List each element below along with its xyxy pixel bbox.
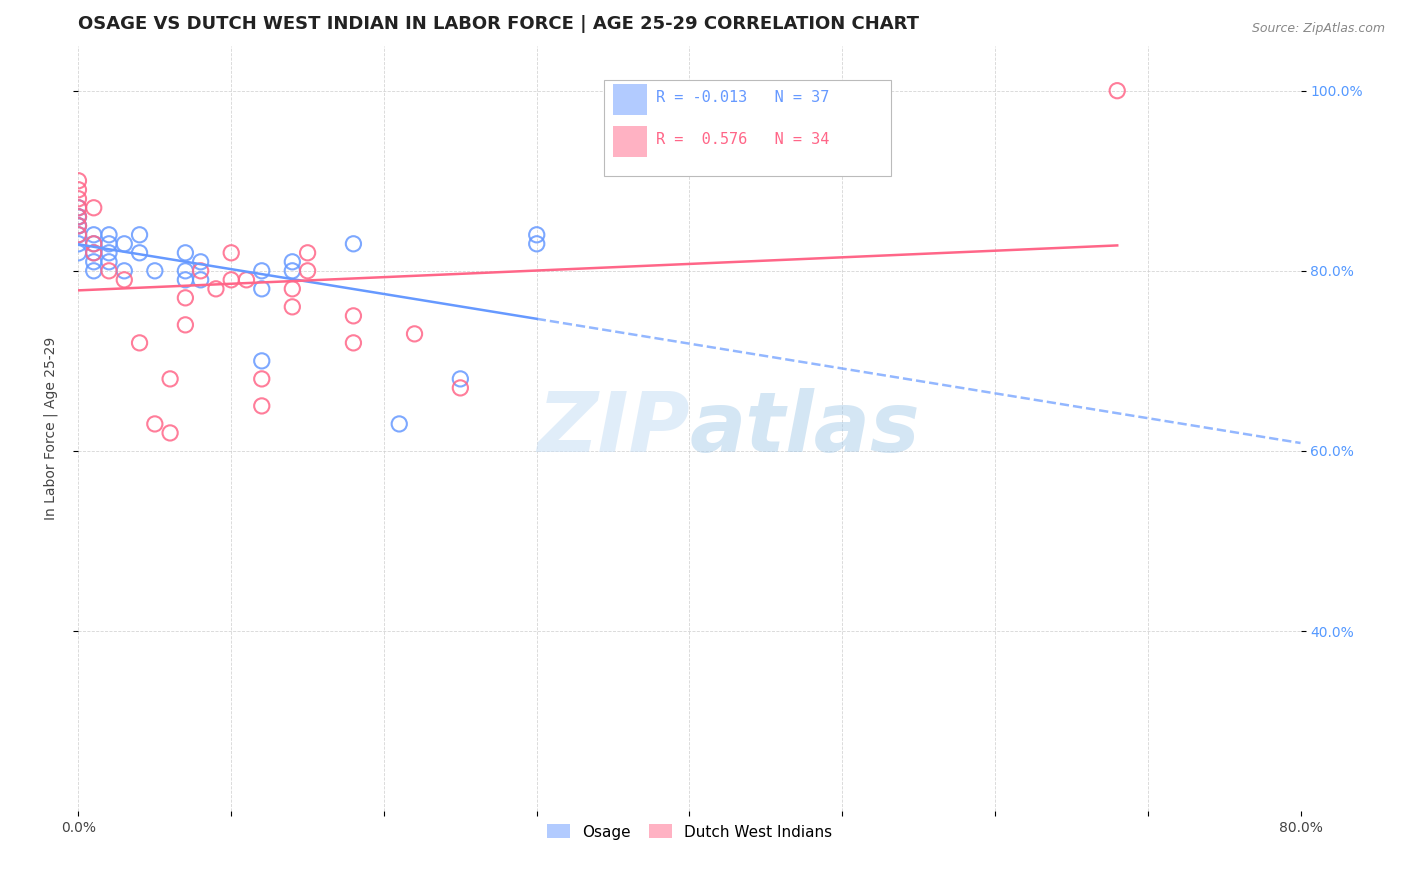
Point xyxy=(174,273,197,287)
Point xyxy=(112,273,135,287)
Point xyxy=(250,399,273,413)
Point xyxy=(281,255,304,269)
Point xyxy=(128,245,150,260)
Text: ZIP: ZIP xyxy=(537,388,689,469)
Point xyxy=(190,264,212,278)
Point xyxy=(342,335,364,350)
Point xyxy=(98,255,121,269)
Point xyxy=(342,309,364,323)
Point xyxy=(404,326,426,341)
Point xyxy=(1107,84,1129,98)
Point xyxy=(250,354,273,368)
Point xyxy=(83,236,105,251)
Point xyxy=(67,210,90,224)
Point xyxy=(159,425,181,440)
Point xyxy=(112,236,135,251)
Point xyxy=(143,264,166,278)
Point xyxy=(281,300,304,314)
Point xyxy=(67,192,90,206)
Point xyxy=(342,236,364,251)
Text: R =  0.576   N = 34: R = 0.576 N = 34 xyxy=(657,132,830,147)
Point xyxy=(98,227,121,242)
Point xyxy=(67,210,90,224)
FancyBboxPatch shape xyxy=(613,84,647,114)
Point xyxy=(83,236,105,251)
Point xyxy=(281,264,304,278)
Point xyxy=(190,255,212,269)
Legend: Osage, Dutch West Indians: Osage, Dutch West Indians xyxy=(541,818,838,846)
Point xyxy=(174,264,197,278)
Point xyxy=(67,183,90,197)
Point xyxy=(526,236,548,251)
Point xyxy=(67,236,90,251)
Point xyxy=(128,335,150,350)
Point xyxy=(219,273,242,287)
Point xyxy=(449,381,471,395)
Point xyxy=(83,201,105,215)
FancyBboxPatch shape xyxy=(613,126,647,157)
Point xyxy=(83,227,105,242)
Point xyxy=(67,245,90,260)
Point xyxy=(128,227,150,242)
Point xyxy=(67,210,90,224)
Point xyxy=(67,227,90,242)
Point xyxy=(297,245,319,260)
FancyBboxPatch shape xyxy=(605,80,891,176)
Point xyxy=(67,219,90,233)
Point xyxy=(83,255,105,269)
Text: Source: ZipAtlas.com: Source: ZipAtlas.com xyxy=(1251,22,1385,36)
Point xyxy=(83,264,105,278)
Y-axis label: In Labor Force | Age 25-29: In Labor Force | Age 25-29 xyxy=(44,337,58,520)
Point xyxy=(67,219,90,233)
Point xyxy=(174,245,197,260)
Point xyxy=(67,201,90,215)
Point xyxy=(190,273,212,287)
Point xyxy=(67,219,90,233)
Point xyxy=(250,282,273,296)
Point xyxy=(526,227,548,242)
Point xyxy=(98,264,121,278)
Point xyxy=(112,264,135,278)
Text: R = -0.013   N = 37: R = -0.013 N = 37 xyxy=(657,90,830,105)
Point xyxy=(281,282,304,296)
Point xyxy=(449,372,471,386)
Point xyxy=(297,264,319,278)
Point xyxy=(219,245,242,260)
Point xyxy=(67,201,90,215)
Point xyxy=(67,174,90,188)
Point xyxy=(205,282,228,296)
Point xyxy=(67,227,90,242)
Point xyxy=(388,417,411,431)
Point xyxy=(174,291,197,305)
Point xyxy=(83,245,105,260)
Text: atlas: atlas xyxy=(689,388,920,469)
Point xyxy=(250,264,273,278)
Text: OSAGE VS DUTCH WEST INDIAN IN LABOR FORCE | AGE 25-29 CORRELATION CHART: OSAGE VS DUTCH WEST INDIAN IN LABOR FORC… xyxy=(79,15,920,33)
Point xyxy=(143,417,166,431)
Point xyxy=(159,372,181,386)
Point xyxy=(174,318,197,332)
Point xyxy=(83,245,105,260)
Point xyxy=(235,273,257,287)
Point xyxy=(98,245,121,260)
Point xyxy=(98,236,121,251)
Point xyxy=(250,372,273,386)
